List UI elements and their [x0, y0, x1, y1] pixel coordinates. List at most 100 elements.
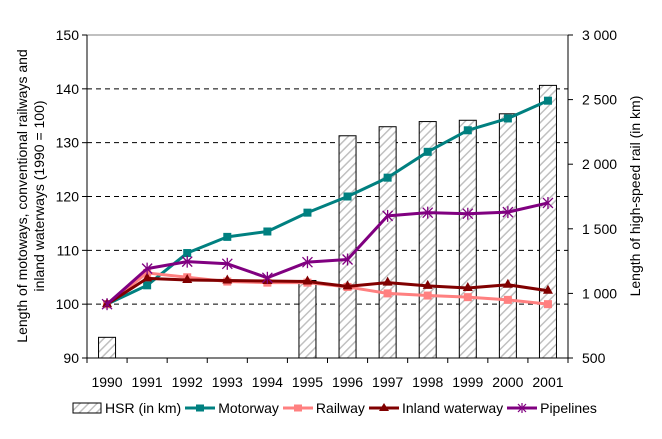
y-tick-label: 90: [63, 350, 79, 366]
series-line: [106, 201, 549, 306]
y2-tick-label: 1 000: [582, 285, 617, 301]
hsr-bar: [338, 135, 357, 359]
star-marker: [422, 206, 434, 219]
y-tick-label: 150: [56, 27, 80, 43]
triangle-marker: [382, 276, 393, 286]
hsr-bar: [458, 119, 477, 359]
x-tick-label: 1994: [252, 374, 283, 390]
triangle-marker: [142, 272, 153, 282]
star-marker: [101, 298, 113, 311]
y-tick-label: 140: [56, 81, 80, 97]
y-axis-title-line2: inland waterways (1990 = 100): [31, 100, 47, 291]
square-marker: [463, 293, 472, 302]
series-line: [106, 99, 549, 306]
y2-tick-label: 500: [582, 350, 606, 366]
hsr-bar: [538, 84, 557, 359]
x-tick-label: 1998: [412, 374, 443, 390]
series-railway: [103, 268, 552, 309]
triangle-marker: [502, 278, 513, 288]
hsr-bar: [498, 113, 517, 359]
square-marker: [263, 227, 272, 236]
square-marker: [143, 281, 152, 290]
x-tick-label: 1990: [91, 374, 122, 390]
x-tick-label: 1991: [132, 374, 163, 390]
star-marker: [261, 271, 273, 284]
x-tick-label: 2000: [492, 374, 523, 390]
hsr-bar: [378, 126, 397, 359]
hsr-bar: [98, 336, 117, 359]
square-marker: [343, 192, 352, 201]
y2-tick-label: 3 000: [582, 27, 617, 43]
legend-label: Pipelines: [540, 400, 597, 416]
star-marker-line-icon: [507, 403, 538, 413]
gridlines: [87, 34, 568, 305]
square-marker: [503, 295, 512, 304]
x-tick-label: 1995: [292, 374, 323, 390]
triangle-marker-line-icon: [368, 403, 399, 411]
star-marker: [221, 257, 233, 270]
series-motorway: [103, 96, 552, 309]
triangle-marker: [422, 279, 433, 289]
y2-tick-label: 2 000: [582, 156, 617, 172]
hatched-bar-swatch-icon: [72, 402, 102, 414]
y2-axis-title: Length of high-speed rail (in km): [627, 96, 643, 297]
series-line: [106, 271, 549, 306]
square-marker: [423, 147, 432, 156]
x-tick-label: 1997: [372, 374, 403, 390]
legend-item-motorway: Motorway: [185, 400, 279, 416]
legend-item-railway: Railway: [282, 400, 365, 416]
legend-item-pipelines: Pipelines: [507, 400, 597, 416]
legend-label: Railway: [315, 400, 365, 416]
y2-tick-label: 2 500: [582, 92, 617, 108]
triangle-marker: [302, 275, 313, 285]
square-marker: [543, 96, 552, 105]
star-marker: [342, 253, 354, 266]
square-marker: [503, 114, 512, 123]
square-marker: [383, 173, 392, 182]
triangle-marker: [342, 280, 353, 290]
square-marker: [463, 126, 472, 135]
y-tick-label: 130: [56, 135, 80, 151]
x-tick-label: 1999: [452, 374, 483, 390]
star-marker: [502, 206, 514, 219]
y-tick-label: 120: [56, 189, 80, 205]
square-marker: [183, 249, 192, 258]
series-inland-waterway: [102, 272, 553, 308]
legend-label: HSR (in km): [105, 400, 182, 416]
legend-item-hsr: HSR (in km): [72, 400, 181, 416]
star-marker: [462, 207, 474, 220]
star-marker: [382, 209, 394, 222]
y2-tick-label: 1 500: [582, 221, 617, 237]
triangle-marker: [462, 282, 473, 292]
y-tick-label: 110: [57, 242, 80, 258]
square-marker: [383, 289, 392, 298]
legend-label: Motorway: [218, 400, 279, 416]
y-tick-label: 100: [56, 296, 80, 312]
star-marker: [181, 255, 193, 268]
series-pipelines: [101, 196, 554, 311]
series-line: [106, 276, 549, 306]
square-marker: [423, 291, 432, 300]
series-lines: [101, 96, 554, 311]
x-tick-label: 1992: [172, 374, 203, 390]
star-marker: [301, 256, 313, 269]
triangle-marker: [182, 273, 193, 283]
legend-label: Inland waterway: [401, 400, 504, 416]
star-marker: [542, 196, 554, 209]
x-tick-label: 2001: [532, 374, 563, 390]
axes: [82, 34, 573, 363]
square-marker-line-icon: [185, 404, 216, 412]
square-marker: [543, 300, 552, 309]
star-marker: [141, 262, 153, 275]
square-marker: [303, 208, 312, 217]
x-tick-label: 1996: [332, 374, 363, 390]
square-marker-line-icon: [282, 404, 313, 412]
y-axis-title-line1: Length of motoways, conventional railway…: [14, 49, 30, 342]
legend: HSR (in km) Motorway Railway Inland wate…: [72, 400, 601, 416]
hsr-bars: [98, 84, 557, 359]
legend-item-inland-waterway: Inland waterway: [368, 400, 504, 416]
x-tick-label: 1993: [212, 374, 243, 390]
triangle-marker: [222, 274, 233, 284]
tick-labels: 90 100 110 120 130 140 150 500 1 000 1 500 2 000 2 …: [56, 27, 618, 390]
